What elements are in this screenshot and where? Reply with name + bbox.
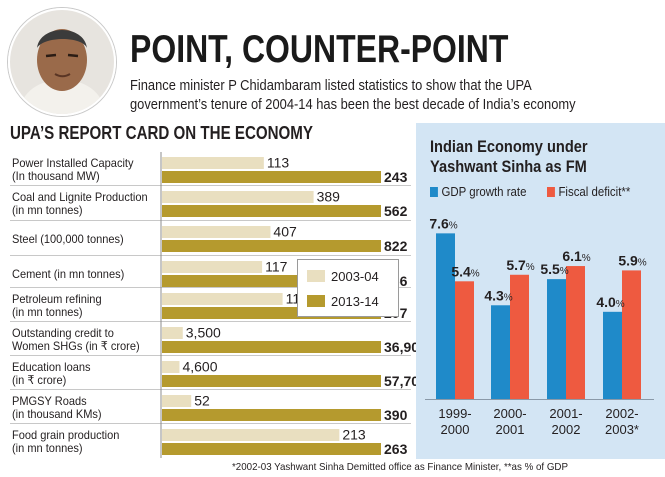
bar-fiscal-deficit	[566, 266, 585, 399]
value-label-gdp: 4.3%	[484, 287, 512, 303]
bar-2013-14	[162, 409, 381, 421]
legend-label-2013-14: 2013-14	[331, 294, 379, 309]
value-label-2013-14: 822	[384, 238, 408, 254]
minister-portrait	[8, 8, 116, 116]
bar-gdp-growth	[491, 305, 510, 399]
value-label-2013-14: 562	[384, 203, 408, 219]
category-label: 2002-	[605, 406, 638, 421]
value-label-2003-04: 3,500	[186, 325, 221, 341]
row-label: Cement (in mn tonnes)	[12, 267, 125, 281]
row-label: Power Installed Capacity	[12, 156, 134, 170]
page-title: POINT, COUNTER-POINT	[130, 28, 509, 71]
sinha-chart-title-line-2: Yashwant Sinha as FM	[430, 157, 587, 176]
report-card-title: UPA’S REPORT CARD ON THE ECONOMY	[10, 123, 313, 143]
legend-gdp-label: GDP growth rate	[441, 184, 527, 199]
bar-2003-04	[162, 395, 192, 407]
legend-swatch-2013-14	[307, 295, 325, 307]
row-label: (in ₹ crore)	[12, 373, 67, 387]
legend-fiscal-label: Fiscal deficit**	[558, 184, 631, 199]
category-label: 2002	[552, 422, 581, 437]
subtitle-line-2: government’s tenure of 2004-14 has been …	[130, 96, 576, 113]
bar-2013-14	[162, 205, 381, 217]
row-label: Outstanding credit to	[12, 326, 114, 340]
legend-gdp-swatch	[430, 187, 438, 197]
value-unit: %	[616, 299, 625, 310]
bar-2003-04	[162, 157, 264, 169]
report-card-legend: 2003-04 2013-14	[297, 259, 399, 317]
value-label-fiscal: 6.1%	[562, 248, 590, 264]
category-label: 2001-	[549, 406, 582, 421]
value-label-gdp: 4.0%	[596, 294, 624, 310]
value-unit: %	[449, 220, 458, 231]
row-label: Coal and Lignite Production	[12, 190, 148, 204]
bar-2003-04	[162, 226, 271, 238]
row-label: (in mn tonnes)	[12, 305, 83, 319]
legend-fiscal: Fiscal deficit**	[547, 184, 630, 199]
value-unit: %	[638, 257, 647, 268]
row-label: (in thousand KMs)	[12, 407, 102, 421]
value-label-fiscal: 5.4%	[451, 263, 479, 279]
bar-fiscal-deficit	[622, 270, 641, 399]
category-label: 2000-	[493, 406, 526, 421]
bar-2003-04	[162, 327, 183, 339]
row-label: Petroleum refining	[12, 292, 102, 306]
legend-fiscal-swatch	[547, 187, 555, 197]
bar-gdp-growth	[603, 311, 622, 399]
value-label-2003-04: 213	[342, 427, 366, 443]
sinha-chart-title-line-1: Indian Economy under	[430, 137, 588, 156]
value-label-2013-14: 243	[384, 169, 408, 185]
footnote: *2002-03 Yashwant Sinha Demitted office …	[232, 461, 568, 473]
value-label-gdp: 7.6%	[429, 215, 457, 231]
value-label-fiscal: 5.7%	[506, 257, 534, 273]
value-label-2003-04: 117	[265, 259, 288, 275]
value-label-2003-04: 407	[273, 224, 297, 240]
bar-2013-14	[162, 240, 381, 252]
bar-gdp-growth	[547, 279, 566, 399]
legend-box	[297, 259, 399, 317]
value-unit: %	[526, 262, 535, 273]
value-label-fiscal: 5.9%	[618, 252, 646, 268]
value-label-2003-04: 389	[317, 189, 341, 205]
value-unit: %	[471, 268, 480, 279]
row-label: Women SHGs (in ₹ crore)	[12, 339, 140, 353]
legend-gdp: GDP growth rate	[430, 184, 526, 199]
legend-swatch-2003-04	[307, 270, 325, 282]
value-label-2013-14: 263	[384, 441, 408, 457]
category-label: 2001	[496, 422, 525, 437]
category-label: 2003*	[605, 422, 639, 437]
value-label-2003-04: 113	[267, 155, 290, 171]
value-unit: %	[560, 266, 569, 277]
subtitle-line-1: Finance minister P Chidambaram listed st…	[130, 77, 532, 94]
row-label: (in mn tonnes)	[12, 203, 83, 217]
bar-2013-14	[162, 171, 381, 183]
bar-2013-14	[162, 443, 381, 455]
category-label: 1999-	[438, 406, 471, 421]
value-label-2003-04: 4,600	[182, 359, 217, 375]
bar-2013-14	[162, 375, 381, 387]
value-unit: %	[582, 253, 591, 264]
category-label: 2000	[441, 422, 470, 437]
bar-2003-04	[162, 361, 180, 373]
bar-2003-04	[162, 293, 283, 305]
row-label: Food grain production	[12, 428, 120, 442]
row-label: PMGSY Roads	[12, 394, 87, 408]
value-label-2003-04: 52	[194, 393, 210, 409]
bar-gdp-growth	[436, 233, 455, 399]
value-unit: %	[504, 292, 513, 303]
bar-fiscal-deficit	[455, 281, 474, 399]
legend-label-2003-04: 2003-04	[331, 269, 379, 284]
bar-2013-14	[162, 341, 381, 353]
row-label: (in mn tonnes)	[12, 441, 83, 455]
row-label: Education loans	[12, 360, 91, 374]
bar-fiscal-deficit	[510, 274, 529, 399]
bar-2003-04	[162, 429, 340, 441]
row-label: (In thousand MW)	[12, 169, 100, 183]
bar-2003-04	[162, 191, 314, 203]
value-label-2013-14: 390	[384, 407, 408, 423]
bar-2003-04	[162, 261, 263, 273]
row-label: Steel (100,000 tonnes)	[12, 232, 124, 246]
